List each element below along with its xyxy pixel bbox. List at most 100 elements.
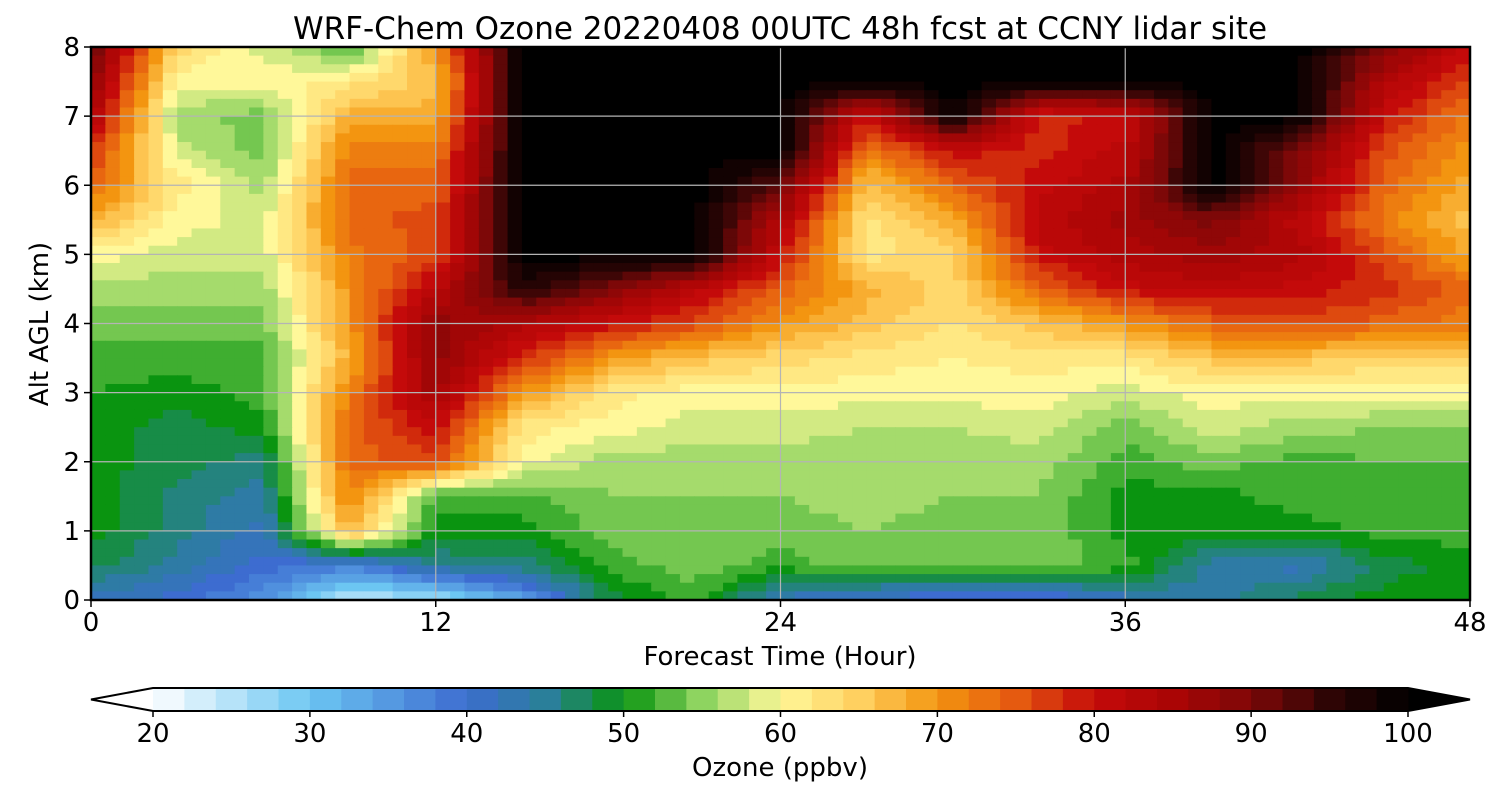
heatmap-cell <box>809 358 825 368</box>
heatmap-cell <box>1326 167 1342 178</box>
heatmap-cell <box>679 435 695 446</box>
heatmap-cell <box>837 392 853 402</box>
heatmap-cell <box>1067 202 1083 212</box>
heatmap-cell <box>1125 271 1141 281</box>
heatmap-cell <box>1311 401 1327 411</box>
heatmap-cell <box>837 401 853 411</box>
heatmap-cell <box>1010 263 1026 273</box>
heatmap-cell <box>1240 453 1256 463</box>
heatmap-cell <box>565 124 580 135</box>
heatmap-cell <box>995 297 1011 307</box>
heatmap-cell <box>924 142 940 152</box>
heatmap-cell <box>852 461 868 471</box>
heatmap-cell <box>665 124 681 135</box>
heatmap-cell <box>622 383 638 394</box>
heatmap-cell <box>981 401 997 411</box>
heatmap-cell <box>1125 193 1141 204</box>
heatmap-cell <box>162 375 178 385</box>
heatmap-cell <box>780 288 796 299</box>
heatmap-cell <box>1268 237 1284 247</box>
heatmap-cell <box>895 392 911 402</box>
heatmap-cell <box>766 427 782 437</box>
heatmap-cell <box>1139 202 1155 212</box>
heatmap-cell <box>450 297 466 307</box>
heatmap-cell <box>708 237 724 247</box>
heatmap-cell <box>119 487 135 497</box>
heatmap-cell <box>1010 176 1026 186</box>
heatmap-cell <box>981 133 997 143</box>
heatmap-cell <box>1024 358 1040 368</box>
heatmap-cell <box>837 176 853 186</box>
heatmap-cell <box>1225 427 1241 437</box>
heatmap-cell <box>507 453 523 463</box>
heatmap-cell <box>249 444 264 454</box>
heatmap-cell <box>249 81 264 91</box>
heatmap-cell <box>435 392 451 402</box>
heatmap-cell <box>148 237 164 247</box>
heatmap-cell <box>694 124 710 135</box>
heatmap-cell <box>392 280 408 290</box>
heatmap-cell <box>1010 332 1026 342</box>
heatmap-cell <box>536 435 552 446</box>
heatmap-cell <box>1240 142 1256 152</box>
heatmap-cell <box>909 237 925 247</box>
heatmap-cell <box>450 107 466 117</box>
heatmap-cell <box>881 453 897 463</box>
heatmap-cell <box>464 176 480 186</box>
heatmap-cell <box>1197 107 1213 117</box>
heatmap-cell <box>881 211 897 221</box>
heatmap-cell <box>565 150 580 160</box>
heatmap-cell <box>1383 375 1399 385</box>
heatmap-cell <box>1311 202 1327 212</box>
heatmap-cell <box>1398 297 1414 307</box>
heatmap-cell <box>1110 306 1126 316</box>
heatmap-cell <box>1441 479 1457 489</box>
heatmap-cell <box>794 487 810 497</box>
heatmap-cell <box>1211 81 1227 91</box>
heatmap-cell <box>967 98 983 109</box>
heatmap-cell <box>1110 124 1126 135</box>
heatmap-cell <box>1268 271 1284 281</box>
heatmap-cell <box>708 418 724 428</box>
heatmap-cell <box>995 237 1011 247</box>
heatmap-cell <box>1110 479 1126 489</box>
heatmap-cell <box>1297 202 1313 212</box>
heatmap-cell <box>1096 47 1112 57</box>
heatmap-cell <box>550 98 566 109</box>
heatmap-cell <box>952 185 968 195</box>
heatmap-cell <box>234 271 250 281</box>
heatmap-cell <box>1455 340 1470 351</box>
heatmap-cell <box>234 245 250 255</box>
heatmap-cell <box>1369 470 1385 480</box>
heatmap-cell <box>450 176 466 186</box>
heatmap-cell <box>1297 150 1313 160</box>
heatmap-cell <box>895 349 911 359</box>
heatmap-cell <box>1197 340 1213 351</box>
heatmap-cell <box>320 418 336 428</box>
heatmap-cell <box>1182 237 1198 247</box>
heatmap-cell <box>852 167 868 178</box>
heatmap-cell <box>507 228 523 238</box>
heatmap-cell <box>608 142 624 152</box>
heatmap-cell <box>766 193 782 204</box>
heatmap-cell <box>1168 167 1184 178</box>
heatmap-cell <box>378 479 394 489</box>
heatmap-cell <box>1340 297 1356 307</box>
heatmap-cell <box>177 461 193 471</box>
heatmap-cell <box>119 64 135 74</box>
heatmap-cell <box>392 124 408 135</box>
heatmap-cell <box>349 427 365 437</box>
heatmap-cell <box>435 306 451 316</box>
heatmap-cell <box>1039 297 1055 307</box>
heatmap-cell <box>995 323 1011 333</box>
heatmap-cell <box>306 237 322 247</box>
heatmap-cell <box>320 409 336 420</box>
heatmap-cell <box>794 332 810 342</box>
heatmap-cell <box>852 427 868 437</box>
heatmap-cell <box>866 47 882 57</box>
heatmap-cell <box>895 280 911 290</box>
heatmap-cell <box>1153 211 1169 221</box>
heatmap-cell <box>794 280 810 290</box>
heatmap-cell <box>105 245 121 255</box>
heatmap-cell <box>1426 323 1442 333</box>
